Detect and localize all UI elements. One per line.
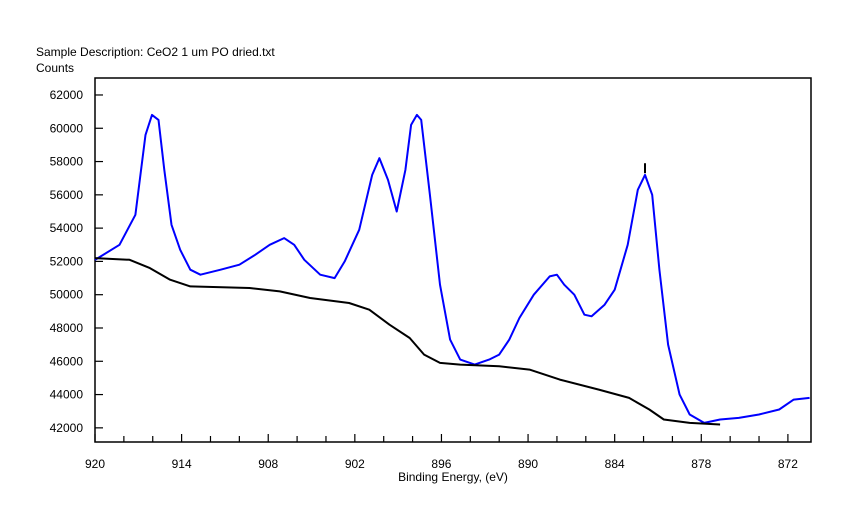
y-tick-label: 50000 [50,288,84,302]
plot-frame [94,77,812,443]
background-line [94,257,721,426]
y-tick-label: 46000 [50,354,84,368]
y-tick-label: 56000 [50,188,84,202]
x-tick-label: 896 [431,457,451,471]
y-tick-label: 52000 [50,254,84,268]
chart-title: Sample Description: CeO2 1 um PO dried.t… [36,45,275,59]
y-axis-label: Counts [36,61,75,75]
x-tick-label: 872 [778,457,798,471]
spectrum-line [94,113,810,424]
x-tick-label: 884 [605,457,625,471]
y-tick-label: 58000 [50,155,84,169]
x-tick-label: 902 [345,457,365,471]
y-tick-label: 60000 [50,121,84,135]
x-tick-label: 908 [258,457,278,471]
y-tick-label: 44000 [50,388,84,402]
y-tick-label: 48000 [50,321,84,335]
x-axis-label: Binding Energy, (eV) [398,470,508,484]
y-tick-label: 62000 [50,88,84,102]
x-tick-label: 890 [518,457,538,471]
y-tick-label: 42000 [50,421,84,435]
x-tick-label: 914 [172,457,192,471]
y-tick-label: 54000 [50,221,84,235]
x-tick-label: 920 [85,457,105,471]
x-tick-label: 878 [691,457,711,471]
